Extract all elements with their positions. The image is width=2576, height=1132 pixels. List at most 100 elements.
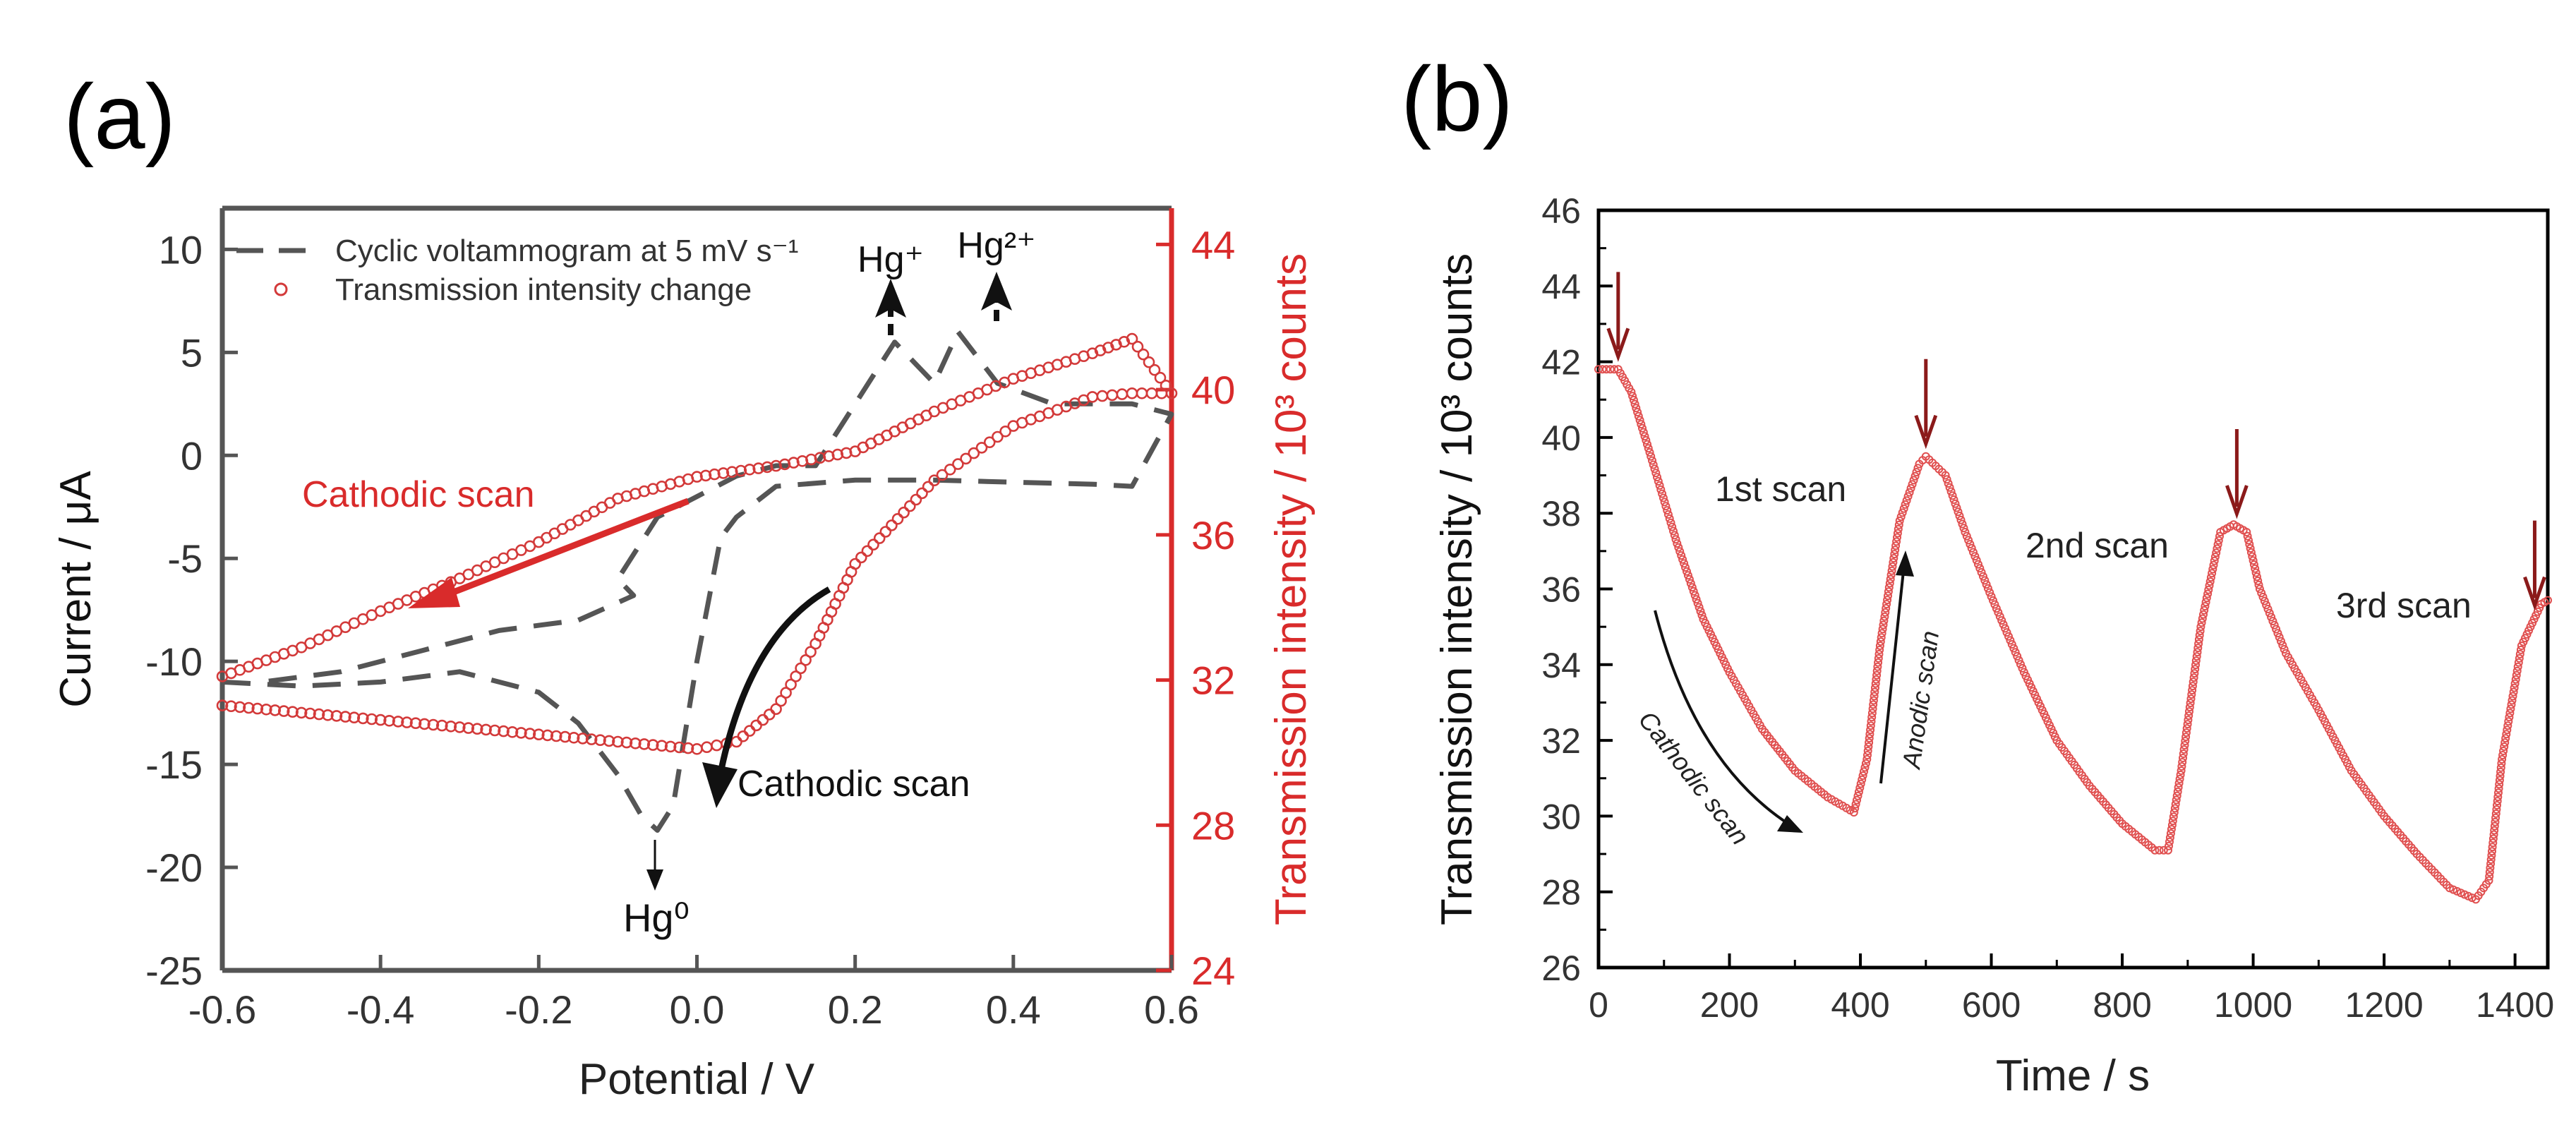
b-arrow-cathodic <box>1654 610 1803 833</box>
a-trans-point <box>585 733 598 745</box>
a-annot-hg-plus: Hg⁺ <box>857 239 924 280</box>
a-trans-point <box>1165 387 1178 399</box>
b-trans-point <box>2506 704 2515 713</box>
b-trans-point <box>1942 475 1951 484</box>
b-trans-point <box>1870 687 1879 697</box>
b-trans-point <box>2179 749 2188 758</box>
a-y2tick-label: 24 <box>1191 949 1235 993</box>
b-trans-point <box>2164 845 2172 855</box>
panel-b: (b) 0 200 400 600 800 1000 1200 1400 46 44 42 40 38… <box>1401 47 2554 1100</box>
a-trans-point <box>656 740 668 752</box>
b-trans-point <box>2179 754 2187 762</box>
b-trans-point <box>1660 498 1669 507</box>
b-trans-point <box>2176 770 2185 779</box>
b-trans-point <box>1610 365 1619 374</box>
a-trans-point <box>620 736 633 749</box>
b-trans-point <box>1666 518 1675 527</box>
b-xtick-label: 1400 <box>2476 985 2554 1025</box>
a-trans-point <box>795 662 807 675</box>
b-trans-point <box>2491 813 2500 822</box>
b-trans-point <box>1876 637 1885 646</box>
b-trans-point <box>1861 759 1870 768</box>
b-trans-point <box>2245 540 2254 549</box>
a-arrow-hg0 <box>646 840 663 891</box>
panel-a-label: (a) <box>64 65 176 168</box>
b-trans-point <box>1985 588 1994 597</box>
b-trans-point <box>1656 485 1666 494</box>
b-trans-point <box>2500 742 2509 751</box>
b-trans-point <box>2488 847 2496 856</box>
b-trans-point <box>1654 477 1663 486</box>
b-trans-point <box>2169 812 2178 821</box>
b-trans-point <box>1674 543 1683 552</box>
a-trans-point <box>785 678 797 691</box>
b-trans-point <box>1889 558 1898 567</box>
a-trans-point <box>701 741 713 753</box>
b-trans-point <box>2498 754 2507 764</box>
b-trans-point <box>2192 652 2201 661</box>
b-trans-point <box>1899 504 1908 513</box>
b-trans-point <box>1874 654 1883 663</box>
a-xticks: -0.6 -0.4 -0.2 0.0 0.2 0.4 0.6 <box>188 955 1199 1032</box>
b-trans-point <box>2165 841 2173 850</box>
b-trans-point <box>1903 492 1913 501</box>
a-ytick-label: 10 <box>159 227 203 272</box>
b-trans-point <box>2487 851 2496 860</box>
b-trans-point <box>2181 737 2190 745</box>
b-trans-point <box>2490 821 2499 831</box>
b-trans-point <box>2198 614 2207 623</box>
a-trans-point <box>904 500 916 512</box>
b-trans-point <box>1894 524 1903 534</box>
b-trans-point <box>2258 592 2268 601</box>
b-trans-point <box>1872 675 1881 684</box>
a-trans-point <box>234 701 246 713</box>
b-trans-point <box>2210 553 2220 561</box>
b-trans-point <box>2503 721 2512 730</box>
b-trans-point <box>1853 791 1862 800</box>
b-trans-point <box>2251 564 2260 573</box>
b-trans-point <box>1853 795 1861 805</box>
b-trans-point <box>2212 548 2221 558</box>
a-trans-point <box>287 706 299 718</box>
b-trans-point <box>1649 460 1658 469</box>
b-trans-point <box>2510 683 2519 692</box>
b-trans-point <box>2013 651 2022 661</box>
a-trans-point <box>304 707 316 720</box>
b-trans-point <box>2191 656 2201 666</box>
b-annot-scan1: 1st scan <box>1715 469 1846 509</box>
a-trans-point <box>891 512 904 525</box>
a-trans-point <box>629 737 642 749</box>
b-trans-point <box>1893 533 1901 542</box>
b-trans-point <box>1912 468 1921 476</box>
b-trans-point <box>1877 629 1886 638</box>
b-trans-point <box>2173 787 2182 796</box>
a-trans-point <box>295 706 308 719</box>
b-trans-point <box>2252 572 2261 582</box>
b-trans-point <box>1671 535 1680 544</box>
b-trans-point <box>2014 656 2023 665</box>
a-trans-point <box>1131 340 1144 353</box>
b-trans-point <box>2510 679 2520 688</box>
b-trans-point <box>1686 579 1695 588</box>
b-trans-point <box>2167 825 2176 833</box>
b-trans-point <box>2182 724 2191 733</box>
a-trans-point <box>567 732 580 744</box>
a-arrow-cathodic-red <box>408 498 690 608</box>
b-trans-point <box>2243 531 2252 541</box>
a-xtick-label: -0.6 <box>188 987 257 1032</box>
b-trans-point <box>2485 867 2494 877</box>
b-trans-point <box>1864 742 1873 751</box>
b-trans-point <box>2184 711 2193 721</box>
b-trans-point <box>1990 600 1999 609</box>
b-trans-point <box>1886 570 1896 579</box>
b-trans-point <box>1977 568 1986 577</box>
a-trans-point <box>1136 387 1148 399</box>
b-trans-point <box>1673 539 1682 548</box>
a-trans-point <box>541 729 554 742</box>
b-trans-point <box>2268 617 2277 626</box>
a-ytick-label: -5 <box>167 536 203 581</box>
b-trans-point <box>1972 555 1981 565</box>
b-trans-point <box>1974 560 1982 569</box>
b-trans-point <box>2488 838 2498 848</box>
b-peak-arrow-head <box>1606 327 1630 362</box>
